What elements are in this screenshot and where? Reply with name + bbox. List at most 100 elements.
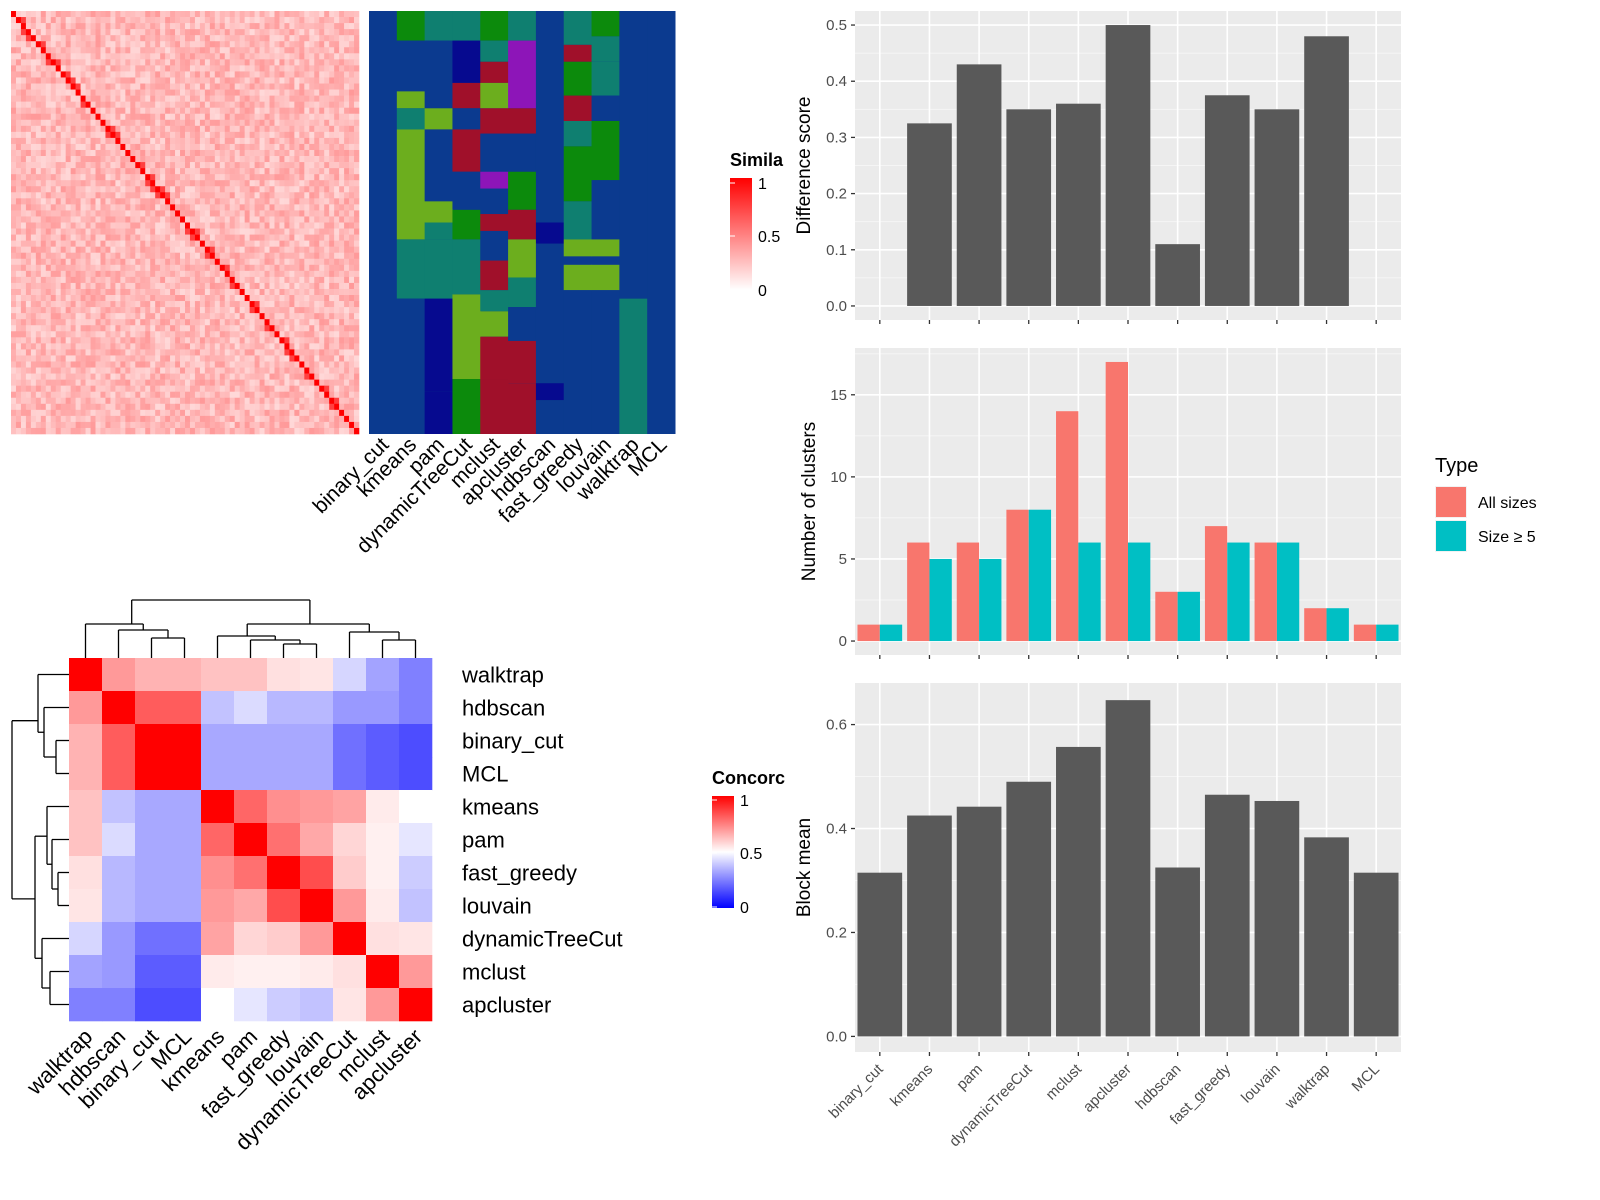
- similarity-cell: [194, 337, 201, 344]
- similarity-cell: [314, 186, 320, 193]
- similarity-cell: [50, 83, 57, 90]
- similarity-cell: [50, 337, 57, 344]
- similarity-cell: [339, 162, 345, 169]
- similarity-cell: [244, 174, 250, 181]
- similarity-cell: [224, 349, 231, 356]
- similarity-cell: [165, 71, 171, 78]
- similarity-cell: [299, 113, 305, 121]
- similarity-cell: [284, 53, 290, 60]
- similarity-cell: [11, 367, 17, 374]
- similarity-cell: [60, 252, 66, 260]
- similarity-cell: [279, 131, 285, 139]
- similarity-cell: [214, 204, 221, 211]
- similarity-cell: [249, 174, 255, 181]
- similarity-cell: [35, 174, 42, 181]
- similarity-cell: [204, 113, 211, 121]
- similarity-cell: [65, 295, 71, 302]
- similarity-cell: [354, 415, 360, 423]
- similarity-cell: [95, 228, 101, 235]
- similarity-cell: [170, 137, 176, 145]
- similarity-cell: [160, 313, 166, 320]
- similarity-cell: [55, 59, 62, 66]
- similarity-cell: [130, 119, 136, 127]
- similarity-cell: [284, 23, 290, 30]
- similarity-cell: [125, 137, 131, 145]
- similarity-cell: [329, 125, 335, 133]
- similarity-cell: [294, 222, 300, 229]
- similarity-cell: [234, 162, 240, 169]
- similarity-cell: [319, 385, 325, 392]
- similarity-cell: [65, 119, 71, 127]
- similarity-cell: [269, 17, 275, 24]
- similarity-cell: [209, 313, 216, 320]
- similarity-cell: [269, 198, 275, 205]
- similarity-cell: [65, 168, 71, 175]
- similarity-cell: [65, 252, 71, 260]
- similarity-cell: [20, 337, 27, 344]
- similarity-cell: [209, 288, 216, 296]
- similarity-cell: [304, 131, 310, 139]
- similarity-cell: [45, 319, 52, 326]
- similarity-cell: [294, 355, 300, 362]
- similarity-cell: [219, 95, 226, 102]
- similarity-cell: [269, 373, 275, 380]
- similarity-cell: [344, 113, 350, 121]
- similarity-cell: [30, 270, 37, 278]
- similarity-cell: [204, 282, 211, 290]
- similarity-cell: [309, 343, 315, 350]
- similarity-cell: [180, 53, 186, 60]
- similarity-cell: [15, 421, 22, 429]
- similarity-cell: [324, 373, 330, 380]
- similarity-cell: [120, 282, 126, 290]
- similarity-cell: [299, 131, 305, 139]
- similarity-cell: [209, 258, 216, 266]
- similarity-cell: [125, 192, 131, 199]
- similarity-cell: [339, 270, 345, 278]
- similarity-cell: [254, 397, 260, 405]
- similarity-cell: [254, 288, 260, 296]
- similarity-cell: [175, 270, 181, 278]
- similarity-cell: [170, 168, 176, 175]
- similarity-cell: [90, 295, 96, 302]
- similarity-cell: [50, 222, 57, 229]
- similarity-cell: [95, 264, 101, 272]
- similarity-cell: [120, 319, 126, 326]
- similarity-cell: [329, 307, 335, 314]
- similarity-cell: [70, 355, 76, 362]
- similarity-cell: [269, 349, 275, 356]
- similarity-cell: [105, 113, 111, 121]
- similarity-cell: [334, 162, 340, 169]
- similarity-cell: [189, 385, 196, 392]
- similarity-cell: [135, 403, 141, 411]
- similarity-cell: [314, 198, 320, 205]
- similarity-cell: [95, 325, 101, 332]
- similarity-cell: [229, 397, 236, 405]
- similarity-cell: [284, 119, 290, 127]
- similarity-cell: [115, 156, 121, 163]
- similarity-cell: [110, 246, 116, 254]
- similarity-cell: [299, 391, 305, 399]
- similarity-cell: [209, 149, 216, 157]
- similarity-cell: [244, 264, 250, 272]
- similarity-cell: [70, 186, 76, 193]
- similarity-cell: [55, 131, 62, 139]
- similarity-cell: [269, 252, 275, 260]
- similarity-cell: [45, 427, 52, 435]
- similarity-cell: [100, 204, 106, 211]
- similarity-cell: [25, 17, 32, 24]
- similarity-cell: [234, 276, 240, 284]
- similarity-cell: [35, 288, 42, 296]
- similarity-cell: [219, 210, 226, 217]
- similarity-cell: [110, 35, 116, 42]
- similarity-cell: [319, 107, 325, 115]
- similarity-cell: [189, 53, 196, 60]
- similarity-cell: [170, 331, 176, 338]
- similarity-cell: [254, 168, 260, 175]
- similarity-cell: [234, 361, 240, 368]
- similarity-cell: [170, 53, 176, 60]
- similarity-cell: [40, 240, 47, 247]
- similarity-cell: [319, 222, 325, 229]
- similarity-cell: [284, 143, 290, 151]
- similarity-cell: [354, 246, 360, 254]
- similarity-cell: [259, 11, 265, 18]
